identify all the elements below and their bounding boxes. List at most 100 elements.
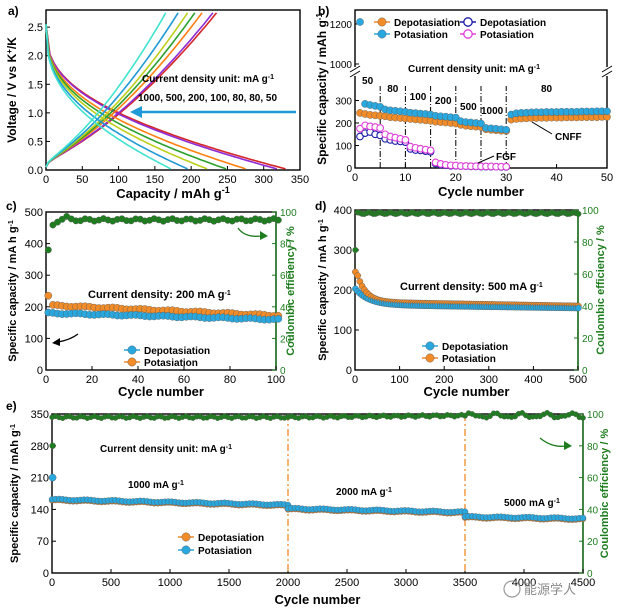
x-tick-label: 0	[49, 577, 55, 589]
panel-d-legend-potasiation-marker	[425, 353, 435, 363]
x-tick-label: 2000	[276, 577, 300, 589]
y2-tick-label: 80	[587, 442, 599, 453]
x-tick-label: 4000	[512, 577, 536, 589]
panel-c-legend-depotasiation-label: Depotasiation	[144, 346, 210, 357]
y-tick-label: 1.5	[28, 79, 43, 91]
panel-c-ce-point	[274, 216, 282, 224]
panel-d-legend-potasiation-label: Potasiation	[442, 354, 496, 365]
panel-b-rate-label: 200	[435, 96, 452, 107]
y-tick-label: 200	[335, 119, 352, 130]
panel-b-rate-label: 50	[362, 76, 374, 87]
panel-c-potasiation-point	[44, 291, 53, 300]
x-tick-label: 0	[43, 374, 49, 386]
x-tick-label: 40	[550, 172, 562, 184]
x-tick-label: 500	[569, 374, 587, 386]
panel-b-axis-break-mark	[349, 65, 361, 73]
panel-e-ce-point	[573, 411, 579, 418]
panel-e-annotation-unit: Current density unit: mA g-1	[100, 444, 232, 456]
panel-b-legend-item-marker	[463, 17, 473, 27]
y-tick-label: 280	[31, 441, 49, 453]
panel-a-letter: a)	[8, 4, 19, 18]
panel-e-legend-potasiation-label: Potasiation	[198, 546, 252, 557]
x-tick-label: 10	[399, 172, 411, 184]
y-tick-label: 300	[25, 270, 43, 282]
y-tick-label: 400	[25, 239, 43, 251]
panel-b-data-point	[376, 124, 385, 132]
panel-e-x-axis-title: Cycle number	[275, 592, 361, 607]
panel-d-y2-axis-title: Coulombic efficiency / %	[595, 225, 607, 355]
panel-c-arrow-head	[52, 338, 60, 346]
y-tick-label: 1.0	[28, 108, 43, 120]
panel-e-ce-first-point	[49, 442, 56, 449]
panel-b-fgf-pointer	[477, 155, 495, 164]
x-tick-label: 100	[390, 374, 408, 386]
y-tick-label: 2.5	[28, 22, 43, 34]
y2-tick-label: 40	[280, 303, 292, 314]
panel-c-y2-axis-title: Coulombic efficiency / %	[285, 226, 297, 356]
panel-a-charge-curve	[45, 12, 189, 168]
y-tick-label: 100	[25, 333, 43, 345]
panel-d-legend-depotasiation-marker	[425, 341, 435, 351]
panel-b-data-point	[426, 146, 435, 155]
panel-e-rate-label: 2000 mA g-1	[336, 487, 392, 499]
panel-b-axis-break-mark	[601, 65, 613, 73]
panel-b-legend-item-label: Depotasiation	[480, 18, 546, 29]
panel-e-frame	[51, 413, 584, 574]
y2-tick-label: 0	[280, 366, 286, 377]
panel-d-annotation: Current density: 500 mA g-1	[400, 281, 543, 293]
y-tick-label: 140	[31, 504, 49, 516]
panel-e-y2-axis-title: Coulombic efficiency / %	[599, 428, 611, 558]
x-tick-label: 1000	[158, 577, 182, 589]
panel-e-legend-depotasiation-marker	[181, 532, 191, 542]
panel-a-y-axis-title: Voltage / V vs K+/K	[5, 37, 20, 143]
panel-c-letter: c)	[6, 199, 17, 213]
watermark-text: 能源学人	[524, 582, 576, 597]
y2-tick-label: 100	[280, 208, 297, 219]
y-tick-label: 0.5	[28, 136, 43, 148]
panel-b-data-point	[603, 107, 611, 116]
y-tick-label: 0.0	[28, 165, 43, 177]
panel-b-rate-label: 1000	[481, 106, 504, 117]
panel-d-ce-point	[352, 246, 359, 253]
x-tick-label: 2500	[335, 577, 359, 589]
y-tick-label: 0	[37, 365, 43, 377]
x-tick-label: 1500	[217, 577, 241, 589]
panel-b-legend-item-marker	[377, 17, 387, 27]
y2-tick-label: 20	[280, 334, 292, 345]
panel-b-cnff-label: CNFF	[555, 132, 582, 143]
panel-e-potasiation-first-point	[48, 473, 57, 482]
panel-c-ce-point	[44, 246, 52, 254]
panel-a-discharge-curve	[45, 24, 246, 170]
panel-d-legend-depotasiation-label: Depotasiation	[442, 342, 508, 353]
panel-c: 0 20 40 60 80 1000100200300400500020406080100…	[6, 199, 297, 399]
x-tick-label: 300	[480, 374, 498, 386]
panel-e-ce-arrow-head	[564, 441, 572, 450]
panel-b-legend-item-label: Potasiation	[480, 30, 534, 41]
panel-a-discharge-curve	[45, 24, 188, 170]
panel-c-depotasiation-point	[274, 314, 283, 323]
panel-b-rate-label: 80	[541, 84, 553, 95]
y2-tick-label: 100	[582, 206, 599, 217]
panel-b-y-axis-title: Specific capacity / mAh g-1	[315, 13, 330, 165]
y-tick-label: 100	[334, 325, 352, 337]
panel-a-discharge-curve	[45, 24, 278, 170]
x-tick-label: 100	[109, 174, 127, 186]
y-tick-label: 200	[25, 302, 43, 314]
y2-tick-label: 60	[587, 474, 599, 485]
x-tick-label: 80	[224, 374, 236, 386]
panel-e-rate-label: 5000 mA g-1	[504, 498, 560, 510]
panel-d-potasiation-point	[354, 272, 362, 279]
panel-c-y-axis-title: Specific capacity / mA h g-1	[7, 220, 19, 362]
panel-a-arrow-head	[130, 106, 142, 118]
panel-a-charge-curve	[45, 12, 179, 168]
y-tick-label: 1200	[330, 20, 353, 31]
panel-c-legend-potasiation-label: Potasiation	[144, 358, 198, 369]
y-tick-label: 70	[37, 536, 49, 548]
panel-b-axis-break-mask	[351, 67, 361, 76]
panel-b-data-point	[356, 18, 364, 26]
panel-e-ce-arrow-line	[539, 437, 567, 447]
y2-tick-label: 40	[582, 302, 594, 313]
panel-c-annotation: Current density: 200 mA g-1	[88, 289, 231, 301]
x-tick-label: 200	[435, 374, 453, 386]
watermark: 能源学人	[503, 580, 576, 598]
